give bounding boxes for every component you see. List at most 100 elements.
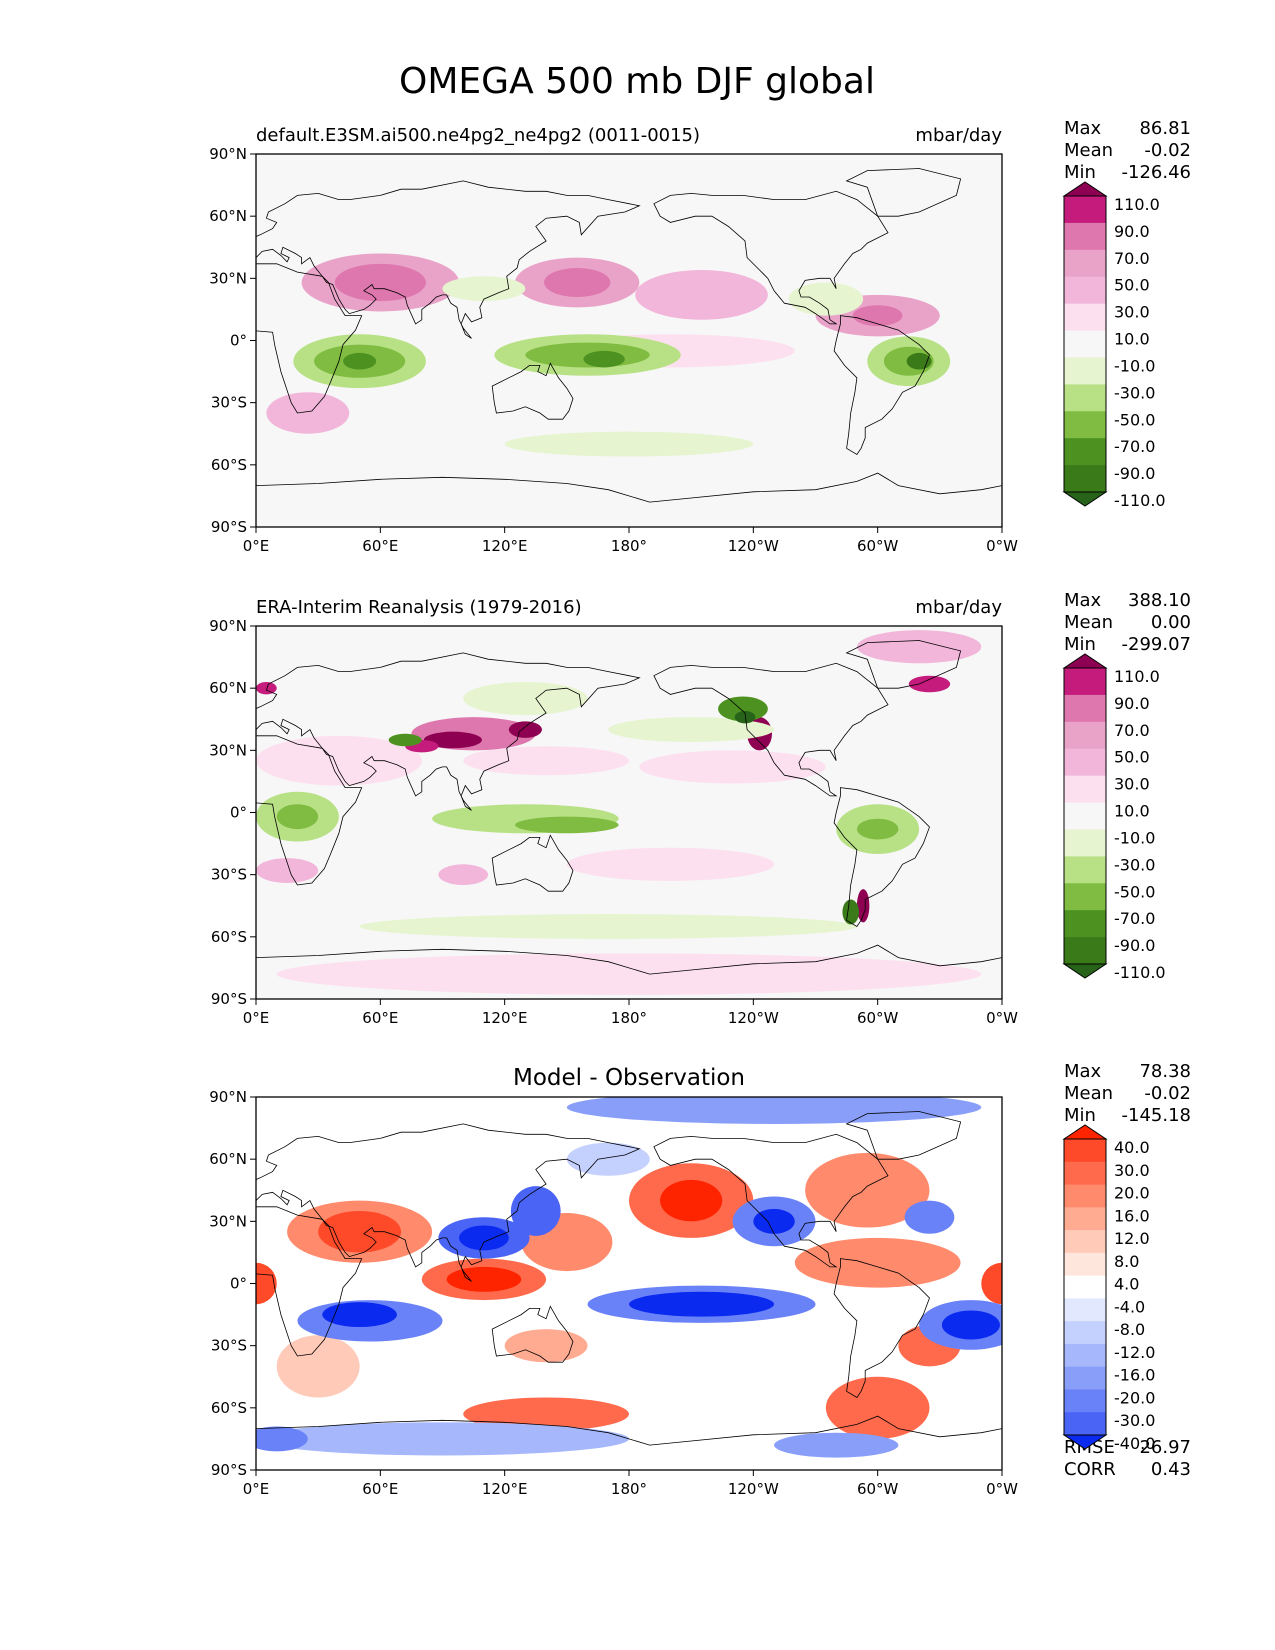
contour-region	[446, 1266, 522, 1292]
coastlines	[256, 640, 1002, 975]
map-panel-difference: Model - Observation 90°N 60°N 30°N 0° 30°S 60°…	[209, 1061, 1191, 1498]
lat-tick-label: 30°N	[209, 741, 247, 759]
stat-value: 78.38	[1139, 1061, 1191, 1082]
colorbar-tick-label: -50.0	[1114, 882, 1155, 901]
lat-tick-label: 0°	[230, 804, 247, 822]
colorbar-tick-label: -10.0	[1114, 828, 1155, 847]
colorbar-tick-label: 110.0	[1114, 667, 1160, 686]
lon-tick-label: 0°W	[986, 1480, 1018, 1498]
colorbar-bin	[1064, 668, 1106, 696]
colorbar-tick-label: -110.0	[1114, 491, 1166, 510]
colorbar-bin	[1064, 856, 1106, 884]
lon-tick-label: 60°E	[362, 1009, 398, 1027]
colorbar-tick-label: -70.0	[1114, 437, 1155, 456]
lat-tick-label: 90°N	[209, 1088, 247, 1106]
colorbar-tick-label: 8.0	[1114, 1252, 1139, 1271]
map-panel-test: default.E3SM.ai500.ne4pg2_ne4pg2 (0011-0…	[209, 118, 1191, 555]
contour-region	[504, 431, 754, 457]
lon-tick-label: 180°	[611, 537, 647, 555]
contour-region	[566, 1097, 982, 1124]
coastline	[491, 1305, 574, 1363]
stat-label: Min	[1064, 162, 1096, 183]
contour-region	[544, 267, 611, 297]
colorbar-tick-label: 10.0	[1114, 802, 1150, 821]
colorbar-bin	[1064, 303, 1106, 332]
colorbar-tick-label: -110.0	[1114, 963, 1166, 982]
coastline	[256, 1206, 363, 1357]
contour-region	[981, 1262, 1002, 1305]
colorbar-extend-top	[1062, 181, 1108, 197]
contour-region	[639, 750, 826, 784]
panel-units: mbar/day	[915, 597, 1002, 618]
colorbar-tick-label: 70.0	[1114, 721, 1150, 740]
lat-tick-label: 90°S	[211, 518, 247, 536]
contour-region	[256, 1262, 277, 1305]
coastline	[256, 180, 641, 339]
coastline	[653, 190, 889, 325]
contour-region	[842, 899, 860, 925]
lon-tick-label: 0°E	[243, 1480, 270, 1498]
colorbar-extend-top	[1062, 653, 1108, 669]
contour-region	[566, 1142, 650, 1176]
lat-tick-label: 90°N	[209, 617, 247, 635]
colorbar-frame	[1063, 667, 1107, 965]
contour-region	[566, 847, 775, 881]
stat-label: CORR	[1064, 1459, 1116, 1480]
coastline	[491, 362, 574, 420]
colorbar-bin	[1064, 249, 1106, 278]
contour-region	[276, 1335, 360, 1398]
stat-label: Max	[1064, 590, 1102, 611]
contour-region	[359, 914, 857, 939]
colorbar: 40.0 30.0 20.0 16.0 12.0 8.0 4.0 -4.0 -8.0 -12.0 -…	[1062, 1124, 1155, 1453]
contour-region	[463, 681, 588, 716]
colorbar-bin	[1064, 1207, 1106, 1231]
page-title: OMEGA 500 mb DJF global	[399, 61, 875, 102]
lon-tick-label: 0°W	[986, 537, 1018, 555]
colorbar-tick-label: 4.0	[1114, 1275, 1139, 1294]
contour-region	[583, 350, 625, 368]
colorbar-tick-label: 110.0	[1114, 195, 1160, 214]
contour-region	[794, 1237, 961, 1288]
colorbar-tick-label: 90.0	[1114, 694, 1150, 713]
contour-region	[805, 1152, 930, 1228]
colorbar-tick-label: -50.0	[1114, 410, 1155, 429]
lon-tick-label: 120°E	[482, 1480, 528, 1498]
lon-tick-label: 0°E	[243, 1009, 270, 1027]
contour-region	[515, 816, 619, 834]
coastline	[833, 1258, 930, 1399]
stat-value: -145.18	[1122, 1105, 1191, 1126]
colorbar-tick-label: -90.0	[1114, 936, 1155, 955]
contour-region	[463, 746, 629, 776]
map-panel-reference: ERA-Interim Reanalysis (1979-2016) mbar/d…	[209, 590, 1191, 1027]
colorbar-bin	[1064, 411, 1106, 439]
colorbar-tick-label: -30.0	[1114, 1411, 1155, 1430]
contour-region	[852, 305, 903, 326]
contour-region	[266, 392, 350, 434]
colorbar-tick-label: -70.0	[1114, 909, 1155, 928]
colorbar-bin	[1064, 465, 1106, 493]
lat-tick-label: 60°N	[209, 1150, 247, 1168]
colorbar-tick-label: 90.0	[1114, 222, 1150, 241]
colorbar-tick-label: -4.0	[1114, 1297, 1145, 1316]
lon-tick-label: 60°W	[857, 537, 899, 555]
colorbar-tick-label: 12.0	[1114, 1229, 1150, 1248]
coastline	[653, 1133, 889, 1268]
lon-tick-label: 180°	[611, 1480, 647, 1498]
colorbar: 110.0 90.0 70.0 50.0 30.0 10.0 -10.0 -30.0 -50.0…	[1062, 653, 1166, 982]
lat-tick-label: 60°N	[209, 207, 247, 225]
panel-units: mbar/day	[915, 125, 1002, 146]
coastline	[845, 1111, 962, 1160]
stat-value: -299.07	[1122, 634, 1191, 655]
stat-value: 0.00	[1151, 612, 1191, 633]
lat-tick-label: 90°S	[211, 1461, 247, 1479]
colorbar-bin	[1064, 1139, 1106, 1163]
stat-label: Mean	[1064, 612, 1113, 633]
stat-label: Mean	[1064, 140, 1113, 161]
contour-region	[504, 1329, 588, 1363]
colorbar-bin	[1064, 1389, 1106, 1413]
colorbar-tick-label: 50.0	[1114, 748, 1150, 767]
lon-tick-label: 0°W	[986, 1009, 1018, 1027]
stat-value: 388.10	[1128, 590, 1191, 611]
colorbar-tick-label: 20.0	[1114, 1184, 1150, 1203]
coastline	[256, 263, 363, 414]
